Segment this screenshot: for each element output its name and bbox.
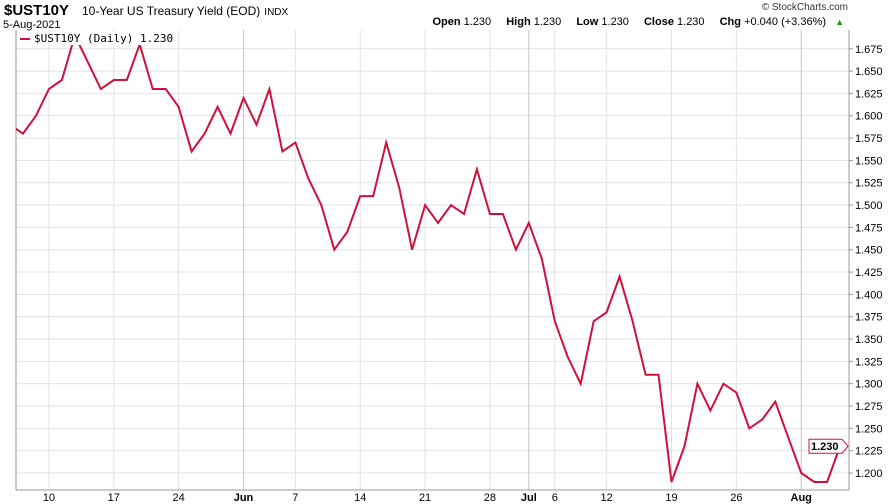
low-value: 1.230 bbox=[601, 16, 629, 28]
x-tick-label: 26 bbox=[730, 492, 742, 504]
y-tick-label: 1.600 bbox=[855, 111, 883, 123]
copyright: © StockCharts.com bbox=[761, 2, 848, 13]
chart-date: 5-Aug-2021 bbox=[3, 19, 61, 31]
last-value-tag bbox=[808, 438, 849, 454]
x-tick-label: 14 bbox=[354, 492, 366, 504]
y-tick-label: 1.500 bbox=[855, 200, 883, 212]
close-value: 1.230 bbox=[677, 16, 705, 28]
y-tick-label: 1.475 bbox=[855, 222, 883, 234]
last-value-label: 1.230 bbox=[811, 441, 839, 453]
close-label: Close bbox=[643, 16, 674, 28]
x-tick-label: 6 bbox=[552, 492, 558, 504]
up-triangle-icon: ▲ bbox=[835, 17, 844, 27]
y-tick-label: 1.550 bbox=[855, 155, 883, 167]
y-tick-label: 1.525 bbox=[855, 178, 883, 190]
x-tick-label: 28 bbox=[484, 492, 496, 504]
legend-swatch bbox=[20, 38, 30, 40]
y-tick-label: 1.200 bbox=[855, 468, 883, 480]
open-label: Open bbox=[432, 16, 461, 28]
series-line bbox=[16, 32, 842, 483]
security-name: 10-Year US Treasury Yield (EOD) INDX bbox=[82, 4, 288, 18]
y-tick-label: 1.675 bbox=[855, 44, 883, 56]
ohlc-readout: Open 1.230 High 1.230 Low 1.230 Close 1.… bbox=[432, 16, 850, 28]
y-tick-label: 1.575 bbox=[855, 133, 883, 145]
y-tick-label: 1.250 bbox=[855, 423, 883, 435]
exchange: INDX bbox=[264, 7, 289, 18]
y-tick-label: 1.225 bbox=[855, 446, 883, 458]
x-tick-label: 7 bbox=[292, 492, 298, 504]
low-label: Low bbox=[576, 16, 599, 28]
y-tick-label: 1.300 bbox=[855, 379, 883, 391]
legend-label: $UST10Y (Daily) 1.230 bbox=[34, 32, 174, 45]
x-tick-label: 21 bbox=[419, 492, 431, 504]
y-tick-label: 1.325 bbox=[855, 356, 883, 368]
legend: $UST10Y (Daily) 1.230 bbox=[20, 32, 174, 45]
open-value: 1.230 bbox=[463, 16, 492, 28]
x-tick-label: 12 bbox=[601, 492, 613, 504]
y-tick-label: 1.400 bbox=[855, 289, 883, 301]
x-tick-label: 17 bbox=[108, 492, 120, 504]
symbol: $UST10Y bbox=[4, 2, 70, 19]
y-tick-label: 1.625 bbox=[855, 88, 883, 100]
x-tick-label: 10 bbox=[43, 492, 55, 504]
y-tick-label: 1.275 bbox=[855, 401, 883, 413]
chg-label: Chg bbox=[719, 16, 741, 28]
security-name-text: 10-Year US Treasury Yield (EOD) bbox=[82, 4, 261, 18]
y-tick-label: 1.350 bbox=[855, 334, 883, 346]
high-label: High bbox=[506, 16, 531, 28]
y-tick-label: 1.425 bbox=[855, 267, 883, 279]
x-tick-label: 19 bbox=[665, 492, 677, 504]
x-tick-label: Jul bbox=[521, 492, 537, 504]
chg-value: +0.040 (+3.36%) bbox=[744, 16, 827, 28]
high-value: 1.230 bbox=[533, 16, 562, 28]
x-tick-label: 24 bbox=[173, 492, 185, 504]
x-tick-label: Jun bbox=[234, 492, 254, 504]
y-tick-label: 1.450 bbox=[855, 245, 883, 257]
y-tick-label: 1.650 bbox=[855, 66, 883, 78]
y-tick-label: 1.375 bbox=[855, 312, 883, 324]
x-tick-label: Aug bbox=[791, 492, 812, 504]
